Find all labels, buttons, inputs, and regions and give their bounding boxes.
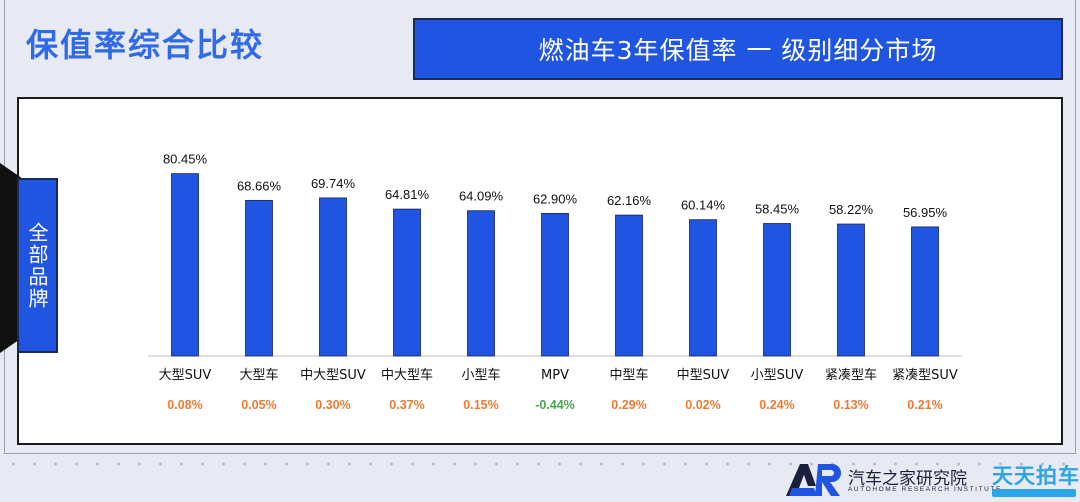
side-tab: 全部品牌 [17, 178, 58, 353]
change-label: 0.02% [685, 398, 720, 412]
bar [911, 226, 939, 357]
change-label: 0.08% [167, 398, 202, 412]
bar [319, 197, 347, 357]
value-label: 68.66% [237, 178, 282, 193]
category-label: 中型车 [609, 367, 648, 383]
brand-name-en: AUTOHOME RESEARCH INSTITUTE [848, 486, 1002, 493]
value-label: 58.45% [755, 202, 800, 217]
change-label: 0.13% [833, 398, 868, 412]
chart-subtitle-box: 燃油车3年保值率 一 级别细分市场 [413, 18, 1063, 80]
bar [393, 208, 421, 357]
change-label: 0.05% [241, 398, 276, 412]
value-label: 62.90% [533, 191, 578, 206]
bar [541, 213, 569, 357]
category-label: 小型SUV [751, 368, 804, 383]
side-tab-bracket [0, 163, 22, 353]
change-label: 0.37% [389, 398, 424, 412]
value-label: 56.95% [903, 205, 948, 220]
bar [467, 210, 495, 357]
chart-subtitle: 燃油车3年保值率 一 级别细分市场 [538, 36, 938, 65]
value-label: 64.81% [385, 187, 430, 202]
side-tab-label: 全部品牌 [25, 221, 49, 310]
value-label: 58.22% [829, 202, 874, 217]
partner-name: 天天拍车 [992, 464, 1080, 488]
autohome-research-logo: 汽车之家研究院 AUTOHOME RESEARCH INSTITUTE [786, 462, 1000, 498]
value-label: 60.14% [681, 198, 726, 213]
bar [837, 223, 865, 357]
change-label: 0.30% [315, 398, 350, 412]
bar [615, 214, 643, 357]
partner-tagline-strip [992, 489, 1076, 497]
brand-name-cn: 汽车之家研究院 [848, 469, 967, 489]
page-title: 保值率综合比较 [26, 26, 265, 64]
category-label: 大型SUV [159, 368, 212, 383]
change-label: 0.21% [907, 398, 942, 412]
category-label: MPV [541, 368, 569, 383]
change-label: 0.15% [463, 398, 498, 412]
dotted-divider [0, 457, 1080, 471]
category-label: 中型SUV [677, 368, 730, 383]
change-label: 0.24% [759, 398, 794, 412]
value-label: 62.16% [607, 193, 652, 208]
ar-logo-icon [786, 464, 841, 496]
bar [763, 223, 791, 357]
category-label: 中大型车 [381, 367, 433, 383]
change-label: 0.29% [611, 398, 646, 412]
bar [171, 173, 199, 357]
category-label: 紧凑型车 [825, 367, 877, 383]
value-label: 64.09% [459, 189, 504, 204]
value-label: 69.74% [311, 176, 356, 191]
category-label: 中大型SUV [300, 368, 366, 383]
partner-logo: 天天拍车 [992, 460, 1080, 500]
category-label: 大型车 [239, 367, 278, 383]
bar [245, 199, 273, 357]
bar [689, 219, 717, 357]
value-label: 80.45% [163, 152, 208, 167]
category-label: 小型车 [461, 367, 500, 383]
change-label: -0.44% [535, 398, 575, 412]
category-label: 紧凑型SUV [892, 368, 958, 383]
